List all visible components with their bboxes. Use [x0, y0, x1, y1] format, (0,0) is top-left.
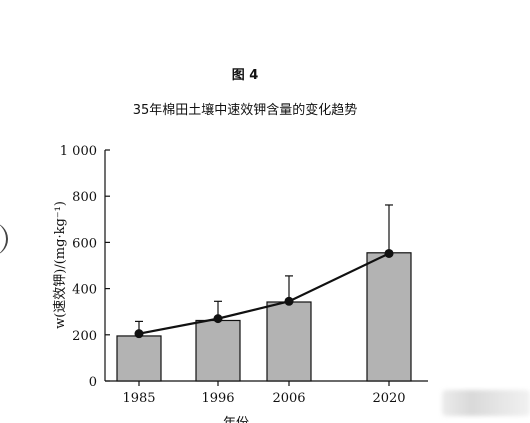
trend-point-1996: [213, 314, 223, 324]
x-ticks: 1985 1996 2006 2020: [122, 381, 406, 406]
x-tick-label: 1996: [201, 391, 234, 406]
trend-point-1985: [134, 329, 144, 339]
chart-title: 35年棉田土壤中速效钾含量的变化趋势: [132, 103, 358, 118]
y-tick-label: 400: [72, 283, 97, 298]
bar-2006: [266, 301, 312, 382]
y-ticks: 0 200 400 600 800 1 000: [60, 144, 110, 390]
y-tick-label: 0: [89, 375, 97, 390]
figure-label: 图 4: [231, 68, 259, 83]
x-axis-label: 年份: [223, 416, 249, 423]
y-axis-label: w(速效钾)/(mg·kg⁻¹): [53, 201, 68, 329]
x-tick-label: 1985: [122, 391, 155, 406]
trend-point-2020: [384, 248, 394, 258]
trend-line: [138, 252, 390, 335]
bar-2020: [366, 252, 412, 382]
y-tick-label: 1 000: [60, 144, 97, 159]
bar-1985: [116, 335, 162, 382]
blurred-watermark: [442, 390, 530, 416]
bar-1996: [195, 319, 241, 382]
bars: [116, 252, 412, 382]
trend-point-2006: [284, 296, 294, 306]
x-tick-label: 2020: [372, 391, 405, 406]
y-tick-label: 200: [72, 329, 97, 344]
x-tick-label: 2006: [272, 391, 305, 406]
trend-line-group: [134, 248, 394, 339]
y-tick-label: 600: [72, 236, 97, 251]
partial-glyph-decoration: [0, 222, 8, 256]
y-tick-label: 800: [72, 190, 97, 205]
